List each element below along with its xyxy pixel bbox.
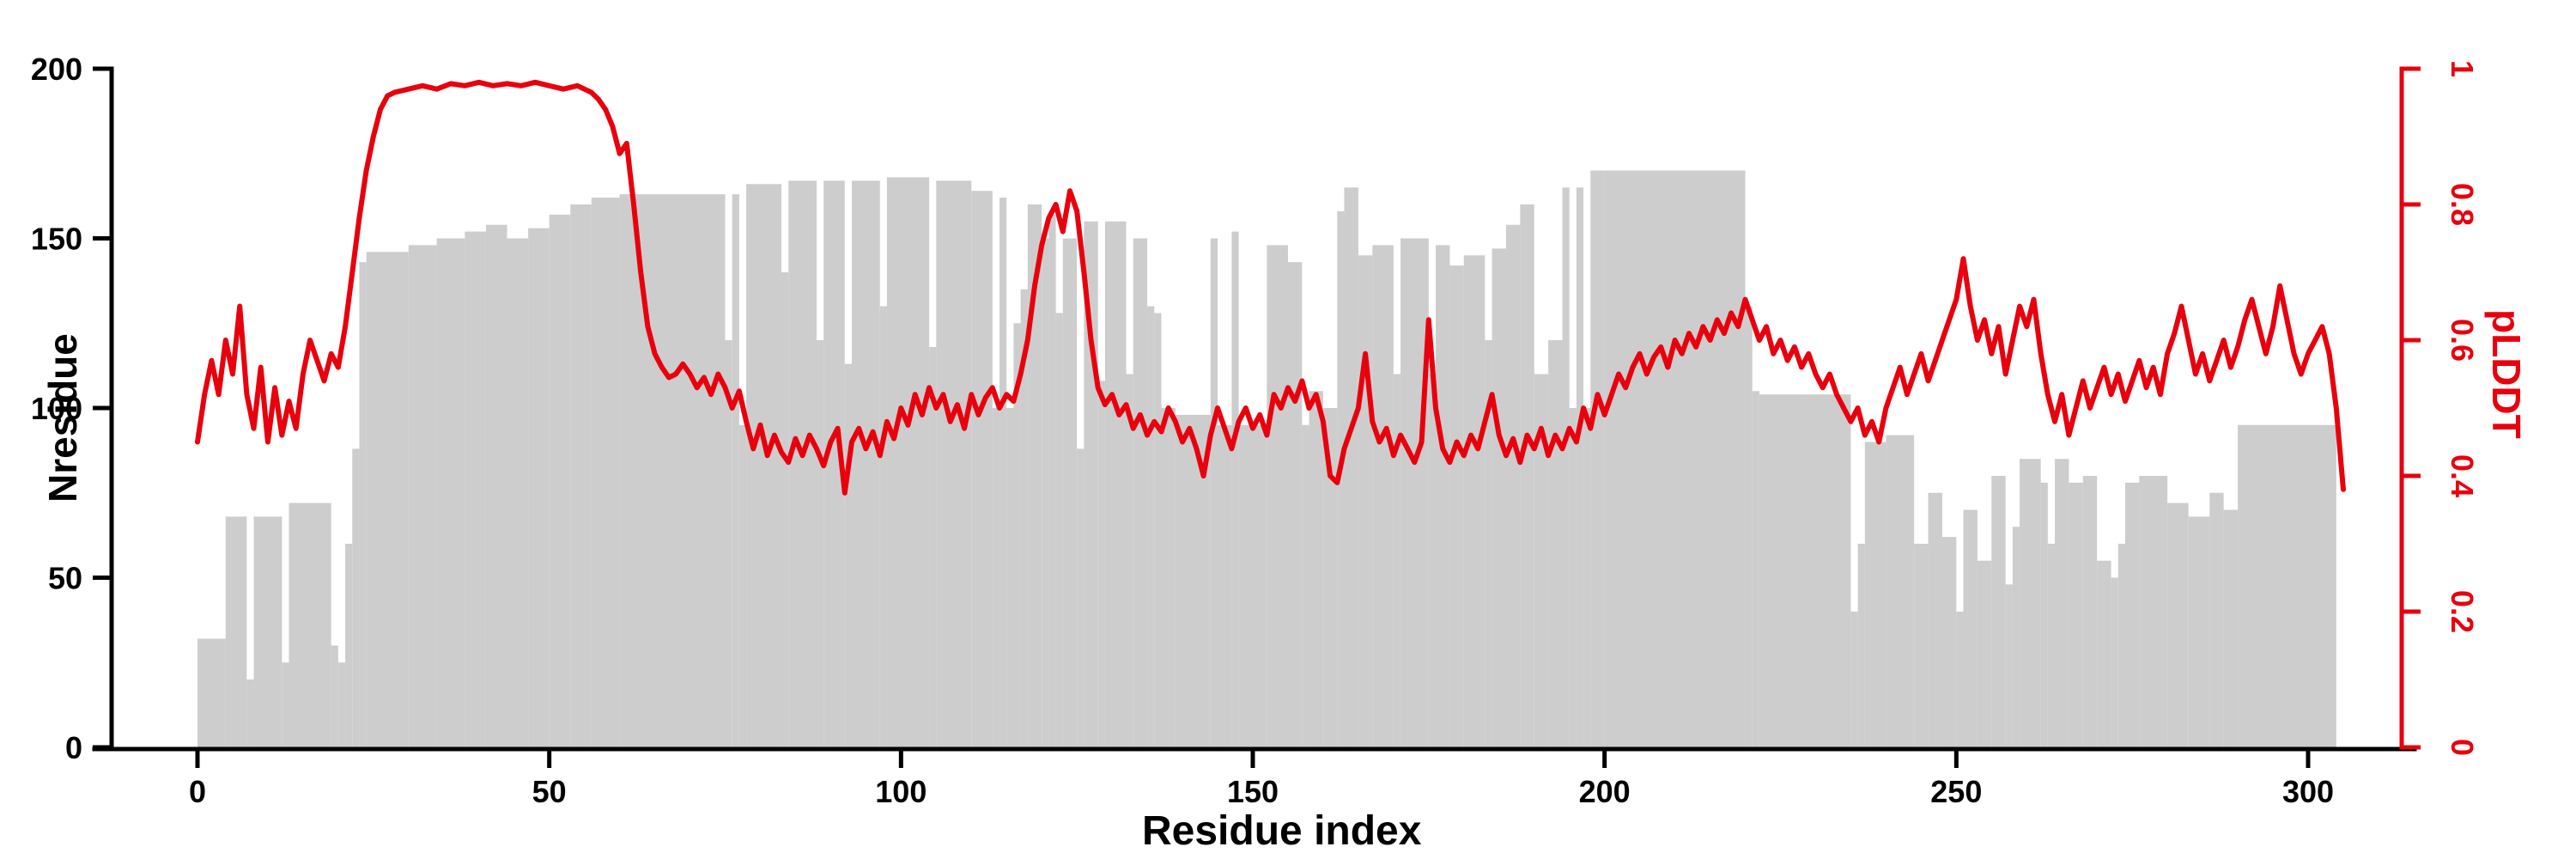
x-tick-label: 50 xyxy=(532,774,567,809)
y-right-tick-label: 1 xyxy=(2445,60,2480,77)
x-tick-label: 0 xyxy=(189,774,206,809)
y-axis-label-left: Nresidue xyxy=(40,333,85,503)
y-right-tick-label: 0.8 xyxy=(2445,183,2480,226)
y-right-tick-label: 0 xyxy=(2445,739,2480,756)
y-axis-label-right: pLDDT xyxy=(2484,309,2529,439)
y-right-tick-label: 0.6 xyxy=(2445,319,2480,362)
x-tick-label: 250 xyxy=(1930,774,1982,809)
histogram-bars xyxy=(197,170,2336,748)
x-axis-label: Residue index xyxy=(1142,808,1422,854)
x-tick-label: 100 xyxy=(875,774,927,809)
x-tick-label: 300 xyxy=(2282,774,2334,809)
y-left-tick-label: 50 xyxy=(48,561,82,596)
y-right-tick-label: 0.4 xyxy=(2445,454,2480,497)
x-tick-label: 150 xyxy=(1227,774,1279,809)
plddt-line xyxy=(195,79,2346,496)
y-right-tick-label: 0.2 xyxy=(2445,590,2480,633)
y-left-tick-label: 150 xyxy=(31,222,82,257)
y-left-tick-label: 100 xyxy=(31,391,82,426)
y-left-tick-label: 200 xyxy=(31,52,82,87)
x-tick-label: 200 xyxy=(1579,774,1631,809)
y-left-tick-label: 0 xyxy=(65,730,82,765)
